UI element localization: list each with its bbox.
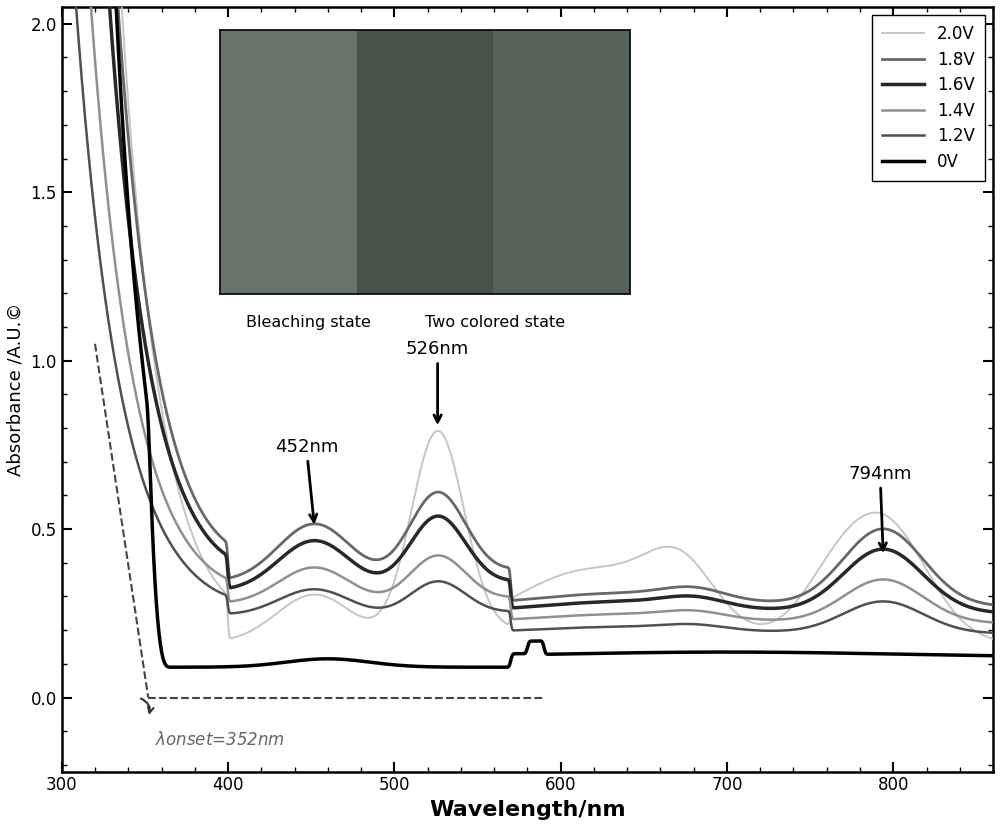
0V (987, 651, 999, 661)
Line: 2.0V: 2.0V (62, 0, 993, 638)
1.2V (811, 619, 823, 629)
Text: $\lambda$onset=352nm: $\lambda$onset=352nm (155, 731, 285, 748)
1.6V (987, 607, 999, 617)
1.6V (811, 590, 823, 600)
1.2V (486, 603, 498, 613)
2.0V (973, 629, 985, 638)
1.6V (544, 600, 556, 610)
0V (974, 651, 986, 661)
Text: 452nm: 452nm (275, 437, 338, 522)
2.0V (544, 574, 556, 584)
2.0V (281, 600, 293, 610)
1.4V (281, 571, 293, 581)
Line: 1.8V: 1.8V (62, 0, 993, 605)
1.2V (377, 603, 389, 613)
Text: 526nm: 526nm (406, 340, 469, 422)
Line: 0V: 0V (62, 0, 993, 667)
1.2V (281, 590, 293, 600)
1.8V (973, 597, 985, 607)
0V (377, 659, 389, 669)
1.8V (987, 600, 999, 609)
0V (545, 649, 557, 659)
0V (486, 662, 498, 672)
1.2V (973, 627, 985, 637)
2.0V (811, 566, 823, 576)
1.4V (987, 618, 999, 628)
Text: 794nm: 794nm (848, 465, 912, 550)
Text: Two colored state: Two colored state (425, 315, 565, 330)
1.4V (486, 588, 498, 598)
1.4V (811, 606, 823, 616)
1.6V (973, 605, 985, 614)
X-axis label: Wavelength/nm: Wavelength/nm (429, 800, 626, 820)
Line: 1.2V: 1.2V (62, 0, 993, 633)
0V (812, 648, 824, 657)
1.8V (544, 592, 556, 602)
2.0V (987, 633, 999, 643)
Text: Bleaching state: Bleaching state (246, 315, 371, 330)
1.4V (973, 616, 985, 626)
0V (281, 657, 293, 667)
1.4V (377, 587, 389, 597)
1.6V (281, 548, 293, 558)
1.2V (544, 624, 556, 633)
Y-axis label: Absorbance /A.U.©: Absorbance /A.U.© (7, 303, 25, 476)
1.6V (486, 568, 498, 578)
1.6V (377, 567, 389, 577)
Legend: 2.0V, 1.8V, 1.6V, 1.4V, 1.2V, 0V: 2.0V, 1.8V, 1.6V, 1.4V, 1.2V, 0V (872, 15, 985, 181)
0V (499, 662, 511, 672)
1.8V (811, 581, 823, 590)
2.0V (377, 603, 389, 613)
1.2V (987, 628, 999, 638)
2.0V (486, 602, 498, 612)
Line: 1.4V: 1.4V (62, 0, 993, 623)
1.8V (486, 555, 498, 565)
1.8V (377, 553, 389, 563)
1.4V (544, 612, 556, 622)
Line: 1.6V: 1.6V (62, 0, 993, 612)
1.8V (281, 533, 293, 543)
